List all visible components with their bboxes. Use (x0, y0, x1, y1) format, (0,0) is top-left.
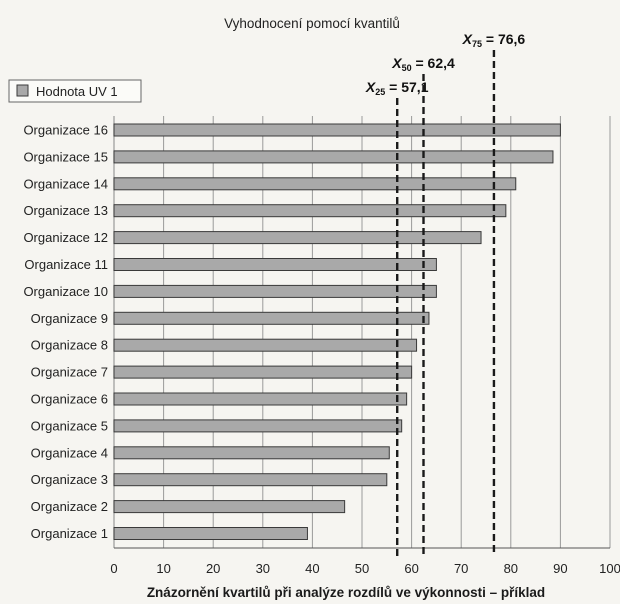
category-label: Organizace 11 (24, 257, 108, 272)
x-tick-labels: 0 10 20 30 40 50 60 70 80 90 100 (110, 561, 620, 576)
category-label: Organizace 2 (31, 499, 108, 514)
category-label: Organizace 12 (23, 230, 108, 245)
category-label: Organizace 13 (23, 203, 108, 218)
quantile-lines: X25 = 57,1 X50 = 62,4 X75 = 76,6 (365, 31, 525, 556)
bar-10 (113, 284, 437, 298)
category-labels: Organizace 16 Organizace 15 Organizace 14 O… (23, 123, 108, 542)
chart-title: Vyhodnocení pomocí kvantilů (224, 16, 400, 31)
chart-caption: Znázornění kvartilů při analýze rozdílů … (147, 585, 545, 600)
bar-12 (113, 231, 482, 245)
bar-4 (113, 446, 390, 460)
category-label: Organizace 4 (31, 445, 108, 460)
legend-box (8, 79, 142, 103)
category-label: Organizace 14 (23, 176, 108, 191)
quantile-label-x50: X50 = 62,4 (391, 55, 455, 73)
x-tick-label: 10 (156, 561, 170, 576)
bar-6 (113, 392, 408, 406)
x-tick-label: 20 (206, 561, 220, 576)
bar-5 (113, 419, 403, 433)
bar-7 (113, 365, 413, 379)
category-label: Organizace 15 (23, 149, 108, 164)
quantile-label-x25: X25 = 57,1 (365, 79, 429, 97)
category-label: Organizace 6 (31, 392, 108, 407)
category-label: Organizace 16 (23, 123, 108, 138)
category-label: Organizace 8 (31, 338, 108, 353)
bar-3 (113, 473, 388, 487)
x-tick-label: 40 (305, 561, 319, 576)
bar-8 (113, 338, 418, 352)
bar-2 (113, 500, 346, 514)
bar-11 (113, 258, 437, 271)
category-label: Organizace 9 (31, 311, 108, 326)
x-tick-label: 50 (355, 561, 369, 576)
bar-14 (113, 177, 517, 191)
x-tick-label: 100 (599, 561, 620, 576)
legend-label: Hodnota UV 1 (36, 84, 118, 99)
legend: Hodnota UV 1 (8, 79, 142, 103)
x-tick-label: 80 (504, 561, 518, 576)
x-tick-label: 70 (454, 561, 468, 576)
legend-swatch (16, 84, 29, 97)
bars (113, 123, 561, 540)
x-tick-label: 30 (256, 561, 270, 576)
x-tick-label: 60 (404, 561, 418, 576)
bar-16 (113, 123, 561, 137)
category-label: Organizace 10 (23, 284, 108, 299)
bar-13 (113, 204, 507, 218)
category-label: Organizace 1 (31, 526, 108, 541)
bar-15 (113, 150, 554, 164)
category-label: Organizace 7 (31, 365, 108, 380)
quantile-label-x75: X75 = 76,6 (462, 31, 526, 49)
bar-9 (113, 311, 430, 325)
category-label: Organizace 3 (31, 472, 108, 487)
category-label: Organizace 5 (31, 418, 108, 433)
x-tick-label: 90 (553, 561, 567, 576)
bar-1 (113, 527, 308, 540)
x-tick-label: 0 (110, 561, 117, 576)
